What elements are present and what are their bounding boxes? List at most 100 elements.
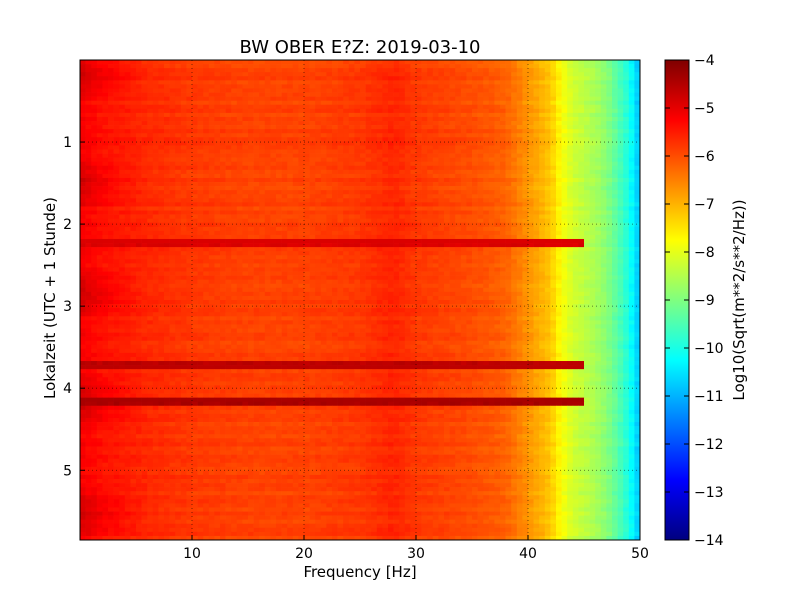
heatmap-cell (220, 202, 226, 207)
heatmap-cell (80, 125, 86, 130)
heatmap-cell (600, 202, 607, 207)
heatmap-cell (556, 129, 562, 134)
heatmap-cell (421, 129, 428, 134)
heatmap-cell (287, 84, 294, 89)
heatmap-cell (578, 121, 585, 126)
heatmap-cell (623, 182, 630, 187)
heatmap-cell (444, 182, 450, 187)
heatmap-cell (287, 121, 294, 126)
heatmap-cell (113, 80, 120, 85)
heatmap-cell (544, 165, 551, 171)
heatmap-cell (91, 198, 98, 203)
heatmap-cell (225, 251, 232, 256)
heatmap-cell (192, 76, 198, 81)
heatmap-cell (460, 96, 467, 102)
heatmap-cell (634, 157, 641, 163)
heatmap-cell (130, 234, 137, 240)
heatmap-cell (634, 88, 641, 93)
heatmap-cell (169, 230, 176, 236)
heatmap-cell (220, 141, 226, 146)
heatmap-cell (208, 157, 215, 163)
heatmap-cell (315, 121, 322, 126)
heatmap-cell (460, 145, 467, 150)
heatmap-cell (606, 194, 613, 199)
heatmap-cell (113, 88, 120, 93)
heatmap-cell (427, 137, 434, 142)
heatmap-cell (281, 137, 288, 142)
heatmap-cell (393, 133, 400, 138)
heatmap-cell (91, 137, 98, 142)
heatmap-cell (572, 214, 579, 219)
heatmap-cell (595, 190, 602, 195)
heatmap-cell (533, 145, 540, 150)
heatmap-cell (533, 161, 540, 167)
heatmap-cell (567, 226, 574, 232)
heatmap-cell (589, 141, 596, 146)
heatmap-cell (113, 234, 120, 240)
heatmap-cell (539, 64, 546, 69)
heatmap-cell (326, 157, 333, 163)
heatmap-cell (427, 214, 434, 219)
heatmap-cell (304, 112, 310, 118)
heatmap-cell (477, 60, 484, 65)
heatmap-cell (309, 255, 316, 260)
heatmap-cell (225, 149, 232, 154)
heatmap-cell (332, 251, 338, 256)
heatmap-cell (102, 173, 109, 179)
heatmap-cell (91, 149, 98, 154)
heatmap-cell (466, 141, 473, 146)
heatmap-cell (572, 116, 579, 122)
heatmap-cell (455, 182, 462, 187)
heatmap-cell (595, 218, 602, 224)
heatmap-cell (220, 243, 226, 248)
heatmap-cell (287, 153, 294, 158)
heatmap-cell (449, 72, 456, 77)
heatmap-cell (136, 112, 142, 118)
heatmap-cell (298, 64, 305, 69)
heatmap-cell (180, 251, 187, 256)
heatmap-cell (606, 161, 613, 167)
heatmap-cell (572, 255, 579, 260)
heatmap-cell (332, 157, 338, 163)
heatmap-cell (539, 104, 546, 110)
heatmap-cell (444, 226, 450, 232)
heatmap-cell (516, 153, 523, 158)
heatmap-cell (119, 198, 126, 203)
heatmap-cell (460, 133, 467, 138)
heatmap-cell (309, 60, 316, 65)
heatmap-cell (528, 121, 534, 126)
heatmap-cell (141, 226, 148, 232)
heatmap-cell (550, 190, 557, 195)
heatmap-cell (427, 182, 434, 187)
heatmap-cell (113, 92, 120, 97)
heatmap-cell (388, 214, 394, 219)
heatmap-cell (488, 84, 495, 89)
heatmap-cell (169, 169, 176, 175)
heatmap-cell (186, 137, 193, 142)
heatmap-cell (623, 108, 630, 114)
heatmap-cell (416, 186, 422, 191)
heatmap-cell (236, 133, 243, 138)
heatmap-cell (164, 92, 170, 97)
heatmap-cell (449, 194, 456, 199)
heatmap-cell (533, 149, 540, 154)
heatmap-cell (208, 149, 215, 154)
heatmap-cell (505, 247, 512, 252)
heatmap-cell (427, 145, 434, 150)
heatmap-cell (595, 104, 602, 110)
heatmap-cell (320, 234, 327, 240)
heatmap-cell (253, 190, 260, 195)
heatmap-cell (236, 92, 243, 97)
heatmap-cell (444, 251, 450, 256)
heatmap-cell (270, 141, 277, 146)
heatmap-cell (208, 226, 215, 232)
heatmap-cell (96, 165, 103, 171)
heatmap-cell (511, 112, 518, 118)
heatmap-cell (85, 206, 92, 211)
heatmap-cell (320, 153, 327, 158)
heatmap-cell (528, 116, 534, 122)
heatmap-cell (248, 121, 254, 126)
heatmap-cell (584, 112, 590, 118)
heatmap-cell (85, 133, 92, 138)
heatmap-cell (595, 169, 602, 175)
